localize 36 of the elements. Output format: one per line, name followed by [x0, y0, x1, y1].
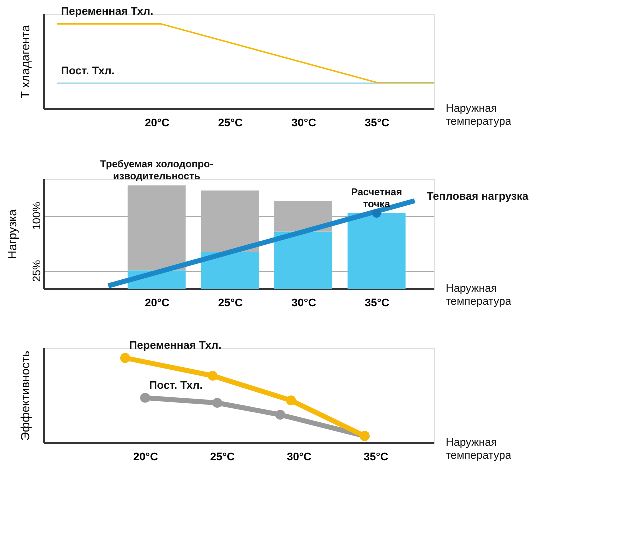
x-tick-label: 30°C [287, 452, 312, 464]
point [208, 371, 218, 381]
point [140, 393, 150, 404]
series-label: Пост. Тхл. [149, 380, 203, 392]
y-tick-label: 100% [32, 202, 44, 230]
x-tick-label: 35°C [365, 118, 390, 130]
x-axis-title: Наружная температура [446, 437, 512, 462]
x-tick-label: 25°C [218, 298, 244, 310]
x-axis-title: Наружная температура [446, 103, 512, 128]
x-tick-label: 20°C [134, 452, 158, 464]
y-axis-title: Эффективность [18, 350, 32, 442]
bar [348, 213, 406, 289]
x-tick-label: 30°C [292, 118, 316, 130]
series-label: Переменная Тхл. [61, 6, 154, 18]
x-tick-label: 35°C [364, 452, 388, 464]
series-label: Пост. Тхл. [61, 66, 115, 78]
point [212, 398, 223, 408]
bar [274, 232, 333, 289]
y-tick-label: 25% [32, 260, 44, 282]
annotation: Расчетная точка [351, 187, 402, 210]
y-axis-title: Т хладагента [18, 24, 32, 99]
x-tick-label: 20°C [145, 118, 170, 130]
x-tick-label: 30°C [292, 298, 316, 310]
point [275, 410, 286, 420]
x-axis-title: Наружная температура [446, 283, 512, 308]
y-axis-title: Нагрузка [6, 209, 20, 260]
series-label: Переменная Тхл. [129, 340, 222, 352]
x-tick-label: 25°C [218, 118, 244, 130]
x-tick-label: 20°C [145, 298, 170, 310]
series-label: Тепловая нагрузка [426, 191, 530, 203]
point [286, 396, 296, 406]
annotation: Требуемая холодопро- изводительность [100, 160, 214, 183]
point [120, 353, 130, 364]
x-tick-label: 35°C [365, 298, 390, 310]
x-tick-label: 25°C [210, 452, 235, 464]
bar [201, 252, 260, 289]
